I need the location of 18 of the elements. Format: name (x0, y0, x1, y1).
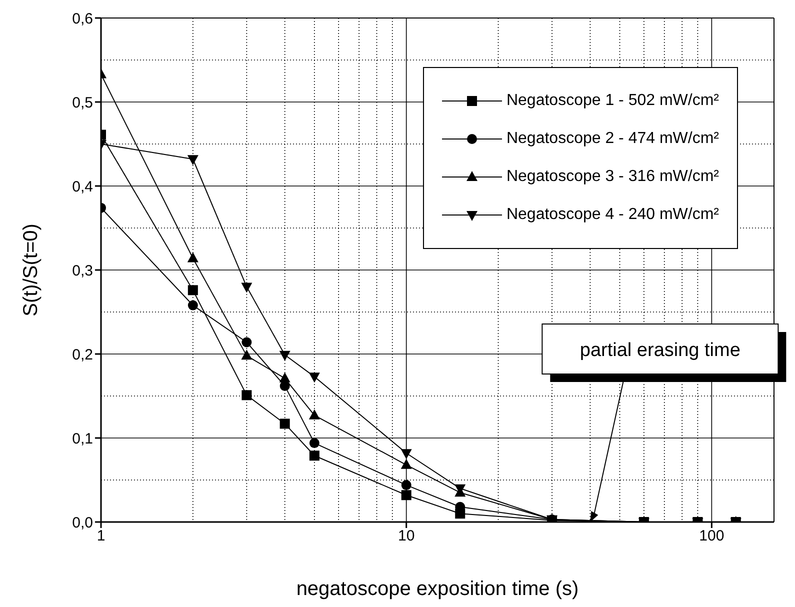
y-tick-label: 0,1 (72, 430, 93, 448)
y-tick-label: 0,0 (72, 514, 93, 532)
y-tick-label: 0,4 (72, 178, 93, 196)
x-axis-title: negatoscope exposition time (s) (296, 578, 579, 600)
y-tick-label: 0,2 (72, 346, 93, 364)
legend-label: Negatoscope 2 - 474 mW/cm² (506, 130, 719, 148)
annotation: partial erasing time (580, 340, 740, 361)
legend-label: Negatoscope 4 - 240 mW/cm² (506, 206, 719, 224)
x-tick-label: 1 (96, 528, 106, 545)
legend-label: Negatoscope 1 - 502 mW/cm² (506, 92, 719, 110)
y-axis-title: S(t)/S(t=0) (20, 224, 42, 316)
legend-label: Negatoscope 3 - 316 mW/cm² (506, 168, 719, 186)
x-tick-label: 10 (398, 528, 415, 545)
x-tick-label: 100 (699, 528, 724, 545)
callout-box: partial erasing time (542, 324, 786, 522)
y-tick-label: 0,3 (72, 262, 93, 280)
y-tick-label: 0,5 (72, 94, 93, 112)
y-tick-label: 0,6 (72, 10, 93, 28)
